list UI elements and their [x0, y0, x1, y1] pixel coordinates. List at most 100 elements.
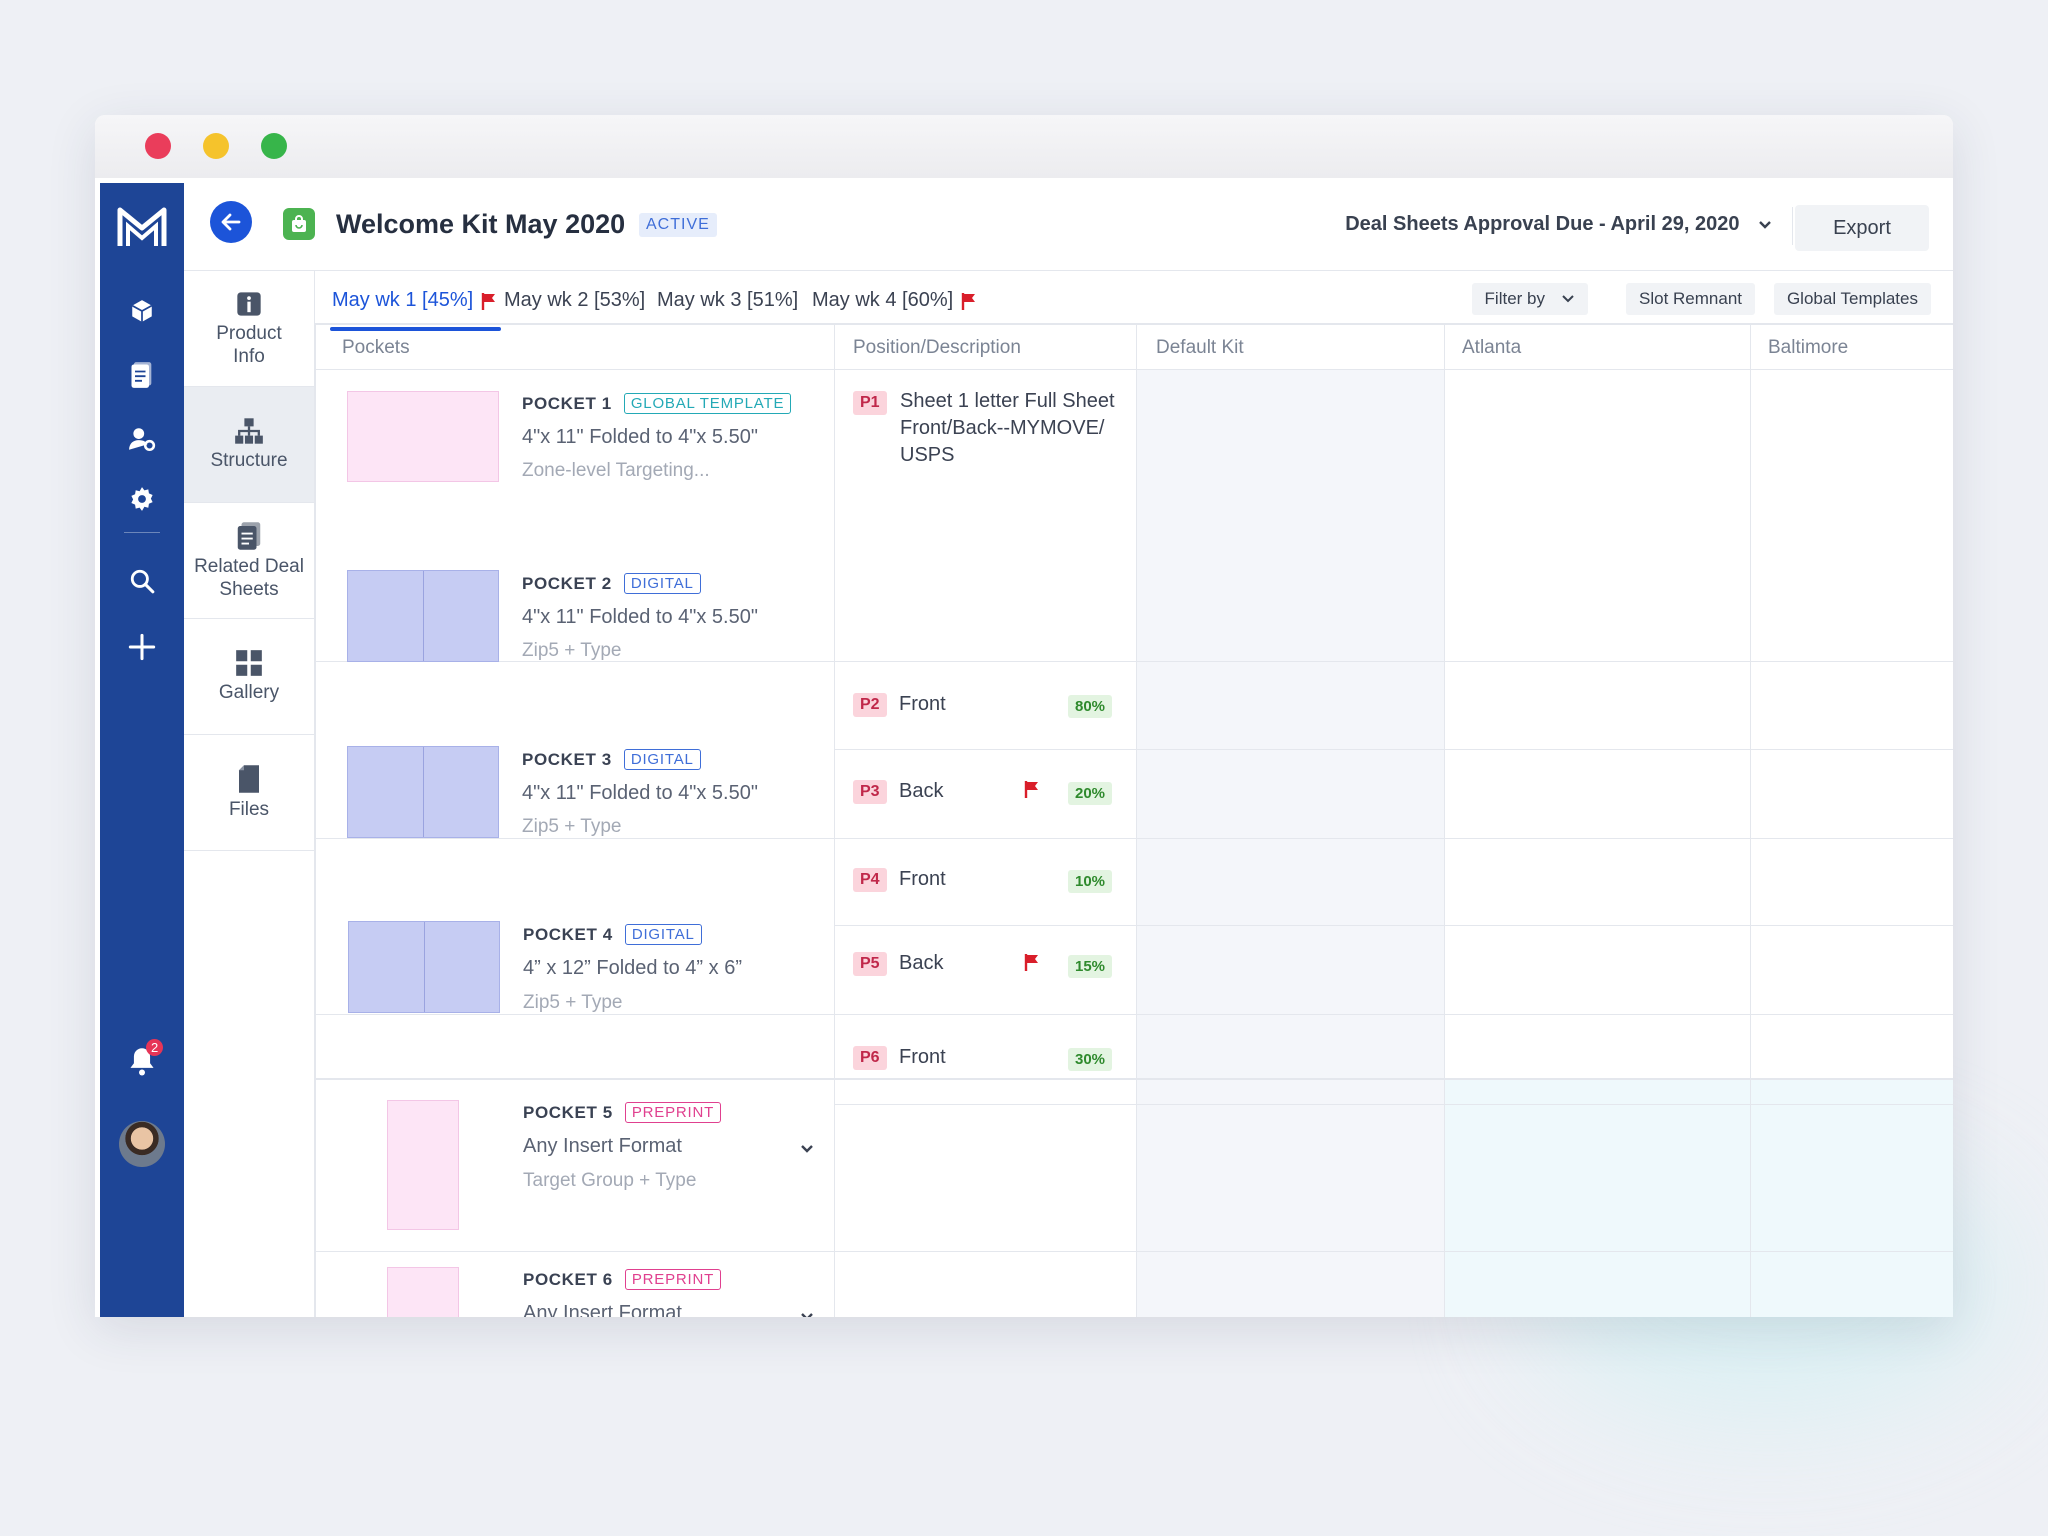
pocket-format: Any Insert Format — [523, 1302, 682, 1317]
approval-due-dropdown[interactable]: Deal Sheets Approval Due - April 29, 202… — [1345, 213, 1773, 236]
position-code: P4 — [853, 868, 887, 892]
tab-may-wk-2[interactable]: May wk 2 [53%] — [504, 289, 645, 312]
column-header-position: Position/Description — [853, 337, 1021, 358]
grid-line — [1444, 325, 1445, 1317]
file-icon — [239, 765, 259, 793]
position-description[interactable]: Back — [899, 780, 944, 802]
pocket-tag: PREPRINT — [624, 1269, 722, 1290]
chevron-down-icon[interactable] — [799, 1143, 815, 1155]
minimize-window-button[interactable] — [203, 133, 229, 159]
sidebar-item-label: Structure — [210, 450, 288, 471]
notification-bell-icon[interactable]: 2 — [100, 1039, 184, 1081]
pocket-thumbnail[interactable] — [347, 570, 499, 662]
app-window: 2 Welcome Kit May 2020 ACTIVE Deal Sheet… — [95, 115, 1953, 1317]
add-icon[interactable] — [100, 627, 184, 667]
box-icon[interactable] — [100, 291, 184, 331]
global-templates-button[interactable]: Global Templates — [1773, 283, 1931, 315]
position-description[interactable]: Front — [899, 1046, 946, 1068]
pocket-thumbnail[interactable] — [387, 1100, 459, 1230]
close-window-button[interactable] — [145, 133, 171, 159]
approval-due-label: Deal Sheets Approval Due - April 29, 202… — [1345, 213, 1740, 235]
flag-icon — [1024, 781, 1038, 798]
pocket-row — [315, 662, 1953, 839]
maximize-window-button[interactable] — [261, 133, 287, 159]
document-icon[interactable] — [100, 355, 184, 395]
sidebar-item-related-deal-sheets[interactable]: Related Deal Sheets — [184, 503, 314, 619]
position-description[interactable]: Back — [899, 952, 944, 974]
position-code: P5 — [853, 952, 887, 976]
position-description[interactable]: Front — [899, 868, 946, 890]
pocket-thumbnail[interactable] — [348, 921, 500, 1013]
shopping-bag-icon — [283, 208, 315, 240]
pocket-row — [315, 1015, 1953, 1080]
user-settings-icon[interactable] — [100, 419, 184, 459]
notification-count-badge: 2 — [146, 1039, 164, 1056]
pocket-row — [315, 839, 1953, 1015]
pocket-targeting: Zip5 + Type — [523, 992, 623, 1013]
documents-icon — [237, 521, 261, 550]
column-header-default-kit: Default Kit — [1156, 337, 1244, 358]
nav-rail: 2 — [100, 183, 184, 1317]
position-code: P2 — [853, 693, 887, 717]
sidebar-item-structure[interactable]: Structure — [184, 387, 314, 503]
tab-label: May wk 2 [53%] — [504, 289, 646, 311]
pocket-name: POCKET 3 DIGITAL — [522, 749, 701, 770]
pocket-targeting: Target Group + Type — [523, 1170, 697, 1191]
tab-may-wk-3[interactable]: May wk 3 [51%] — [657, 289, 798, 312]
pocket-thumbnail[interactable] — [387, 1267, 459, 1317]
sidebar-item-label: Related Deal Sheets — [194, 555, 304, 600]
position-description[interactable]: Front — [899, 693, 946, 715]
pocket-tag: DIGITAL — [624, 924, 702, 945]
page-header: Welcome Kit May 2020 ACTIVE Deal Sheets … — [184, 183, 1953, 271]
position-code: P1 — [853, 391, 887, 415]
pocket-name: POCKET 2 DIGITAL — [522, 573, 701, 594]
pocket-targeting: Zip5 + Type — [522, 816, 622, 837]
sidebar-item-product-info[interactable]: Product Info — [184, 271, 314, 387]
grid-line — [835, 925, 1953, 926]
position-description[interactable]: Sheet 1 letter Full Sheet Front/Back--MY… — [900, 390, 1115, 466]
chevron-down-icon[interactable] — [799, 1311, 815, 1317]
grid-line — [835, 749, 1953, 750]
user-avatar[interactable] — [119, 1121, 165, 1167]
rail-divider — [124, 532, 160, 533]
brand-logo-icon[interactable] — [100, 197, 184, 257]
pocket-name: POCKET 4 DIGITAL — [523, 924, 702, 945]
grid-header: Pockets Position/Description Default Kit… — [315, 325, 1953, 370]
sidebar-item-files[interactable]: Files — [184, 735, 314, 851]
pocket-thumbnail[interactable] — [347, 391, 499, 482]
pocket-name-text: POCKET 1 — [522, 393, 612, 413]
pocket-tag: PREPRINT — [624, 1102, 722, 1123]
default-kit-column-bg — [1137, 370, 1445, 1317]
pocket-name-text: POCKET 5 — [523, 1102, 613, 1122]
pocket-tag: DIGITAL — [623, 573, 701, 594]
pocket-targeting: Zone-level Targeting... — [522, 460, 710, 481]
preprint-rows-bg — [1445, 1080, 1953, 1317]
filter-by-dropdown[interactable]: Filter by — [1471, 283, 1588, 315]
column-header-baltimore: Baltimore — [1768, 337, 1849, 358]
chevron-down-icon — [1562, 295, 1574, 303]
position-percent: 20% — [1068, 782, 1113, 805]
column-header-atlanta: Atlanta — [1462, 337, 1522, 358]
export-button[interactable]: Export — [1795, 205, 1929, 251]
pocket-size: 4"x 11" Folded to 4"x 5.50" — [522, 426, 758, 448]
pocket-name: POCKET 1 GLOBAL TEMPLATE — [522, 393, 792, 414]
search-icon[interactable] — [100, 561, 184, 601]
position-percent: 10% — [1068, 870, 1113, 893]
tab-may-wk-1[interactable]: May wk 1 [45%] — [329, 289, 502, 331]
grid-line — [835, 1104, 1953, 1105]
pocket-name: POCKET 5 PREPRINT — [523, 1102, 722, 1123]
slot-remnant-button[interactable]: Slot Remnant — [1626, 283, 1755, 315]
tab-may-wk-4[interactable]: May wk 4 [60%] — [812, 289, 977, 312]
tab-label: May wk 4 [60%] — [812, 289, 954, 311]
sidebar-item-label: Files — [228, 799, 270, 820]
chevron-down-icon — [1759, 220, 1771, 229]
tab-label: May wk 1 [45%] — [332, 289, 474, 311]
pocket-tag: DIGITAL — [623, 749, 701, 770]
back-button[interactable] — [210, 201, 252, 243]
week-tabs: May wk 1 [45%] May wk 2 [53%] May wk 3 [… — [315, 271, 1953, 331]
gear-icon[interactable] — [100, 479, 184, 519]
sidebar-item-gallery[interactable]: Gallery — [184, 619, 314, 735]
grid-line — [315, 325, 316, 1317]
pocket-thumbnail[interactable] — [347, 746, 499, 838]
position-code: P6 — [853, 1046, 887, 1070]
